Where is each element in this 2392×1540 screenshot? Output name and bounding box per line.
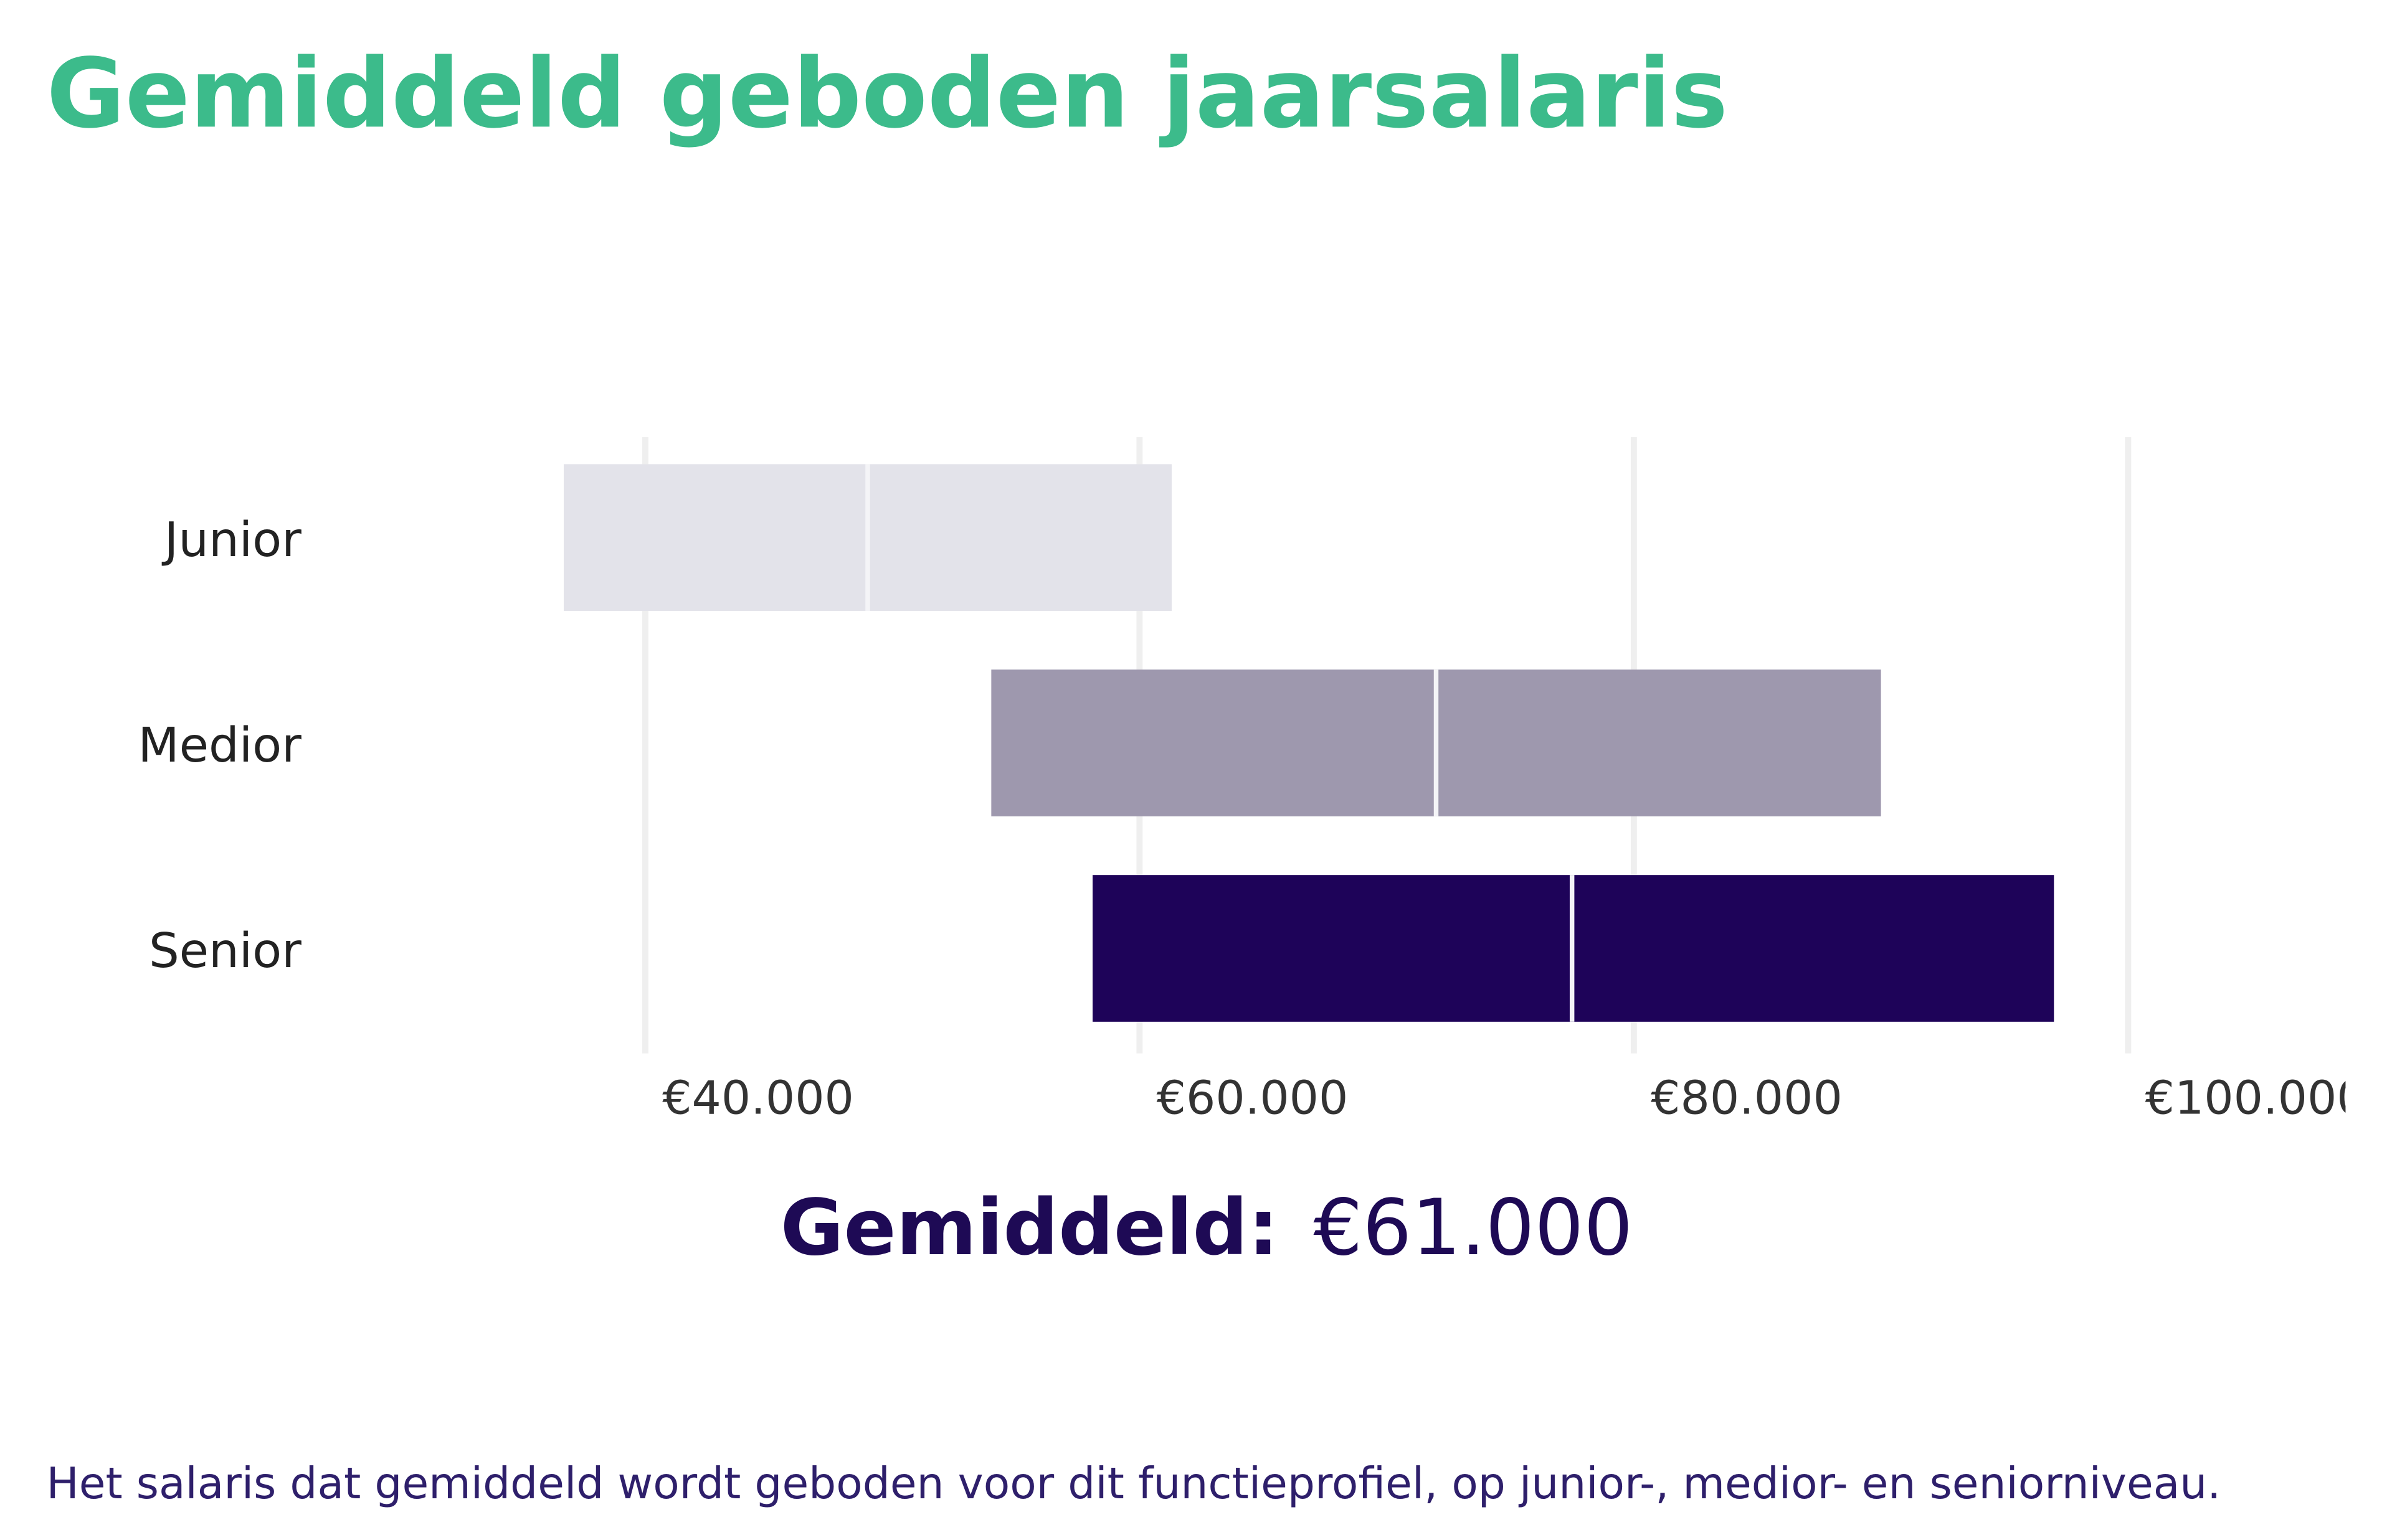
range-upper (867, 464, 1172, 612)
chart-title: Gemiddeld geboden jaarsalaris (47, 38, 1728, 149)
average-value: €61.000 (1314, 1183, 1633, 1273)
plot-area: €40.000 €60.000 €80.000 €100.000 (563, 437, 2366, 1125)
category-label: Junior (162, 513, 302, 568)
x-tick-label: €100.000 (2145, 1070, 2366, 1125)
x-tick-label: €80.000 (1651, 1070, 1843, 1125)
average-label: Gemiddeld: (781, 1183, 1279, 1273)
range-lower (991, 669, 1436, 816)
description: Het salaris dat gemiddeld wordt geboden … (47, 1459, 2221, 1509)
category-label: Medior (138, 718, 301, 773)
category-label: Senior (149, 924, 301, 979)
range-lower (1093, 875, 1572, 1022)
range-lower (563, 464, 868, 612)
x-tick-label: €60.000 (1157, 1070, 1349, 1125)
range-upper (1436, 669, 1881, 816)
range-upper (1572, 875, 2054, 1022)
x-tick-label: €40.000 (662, 1070, 854, 1125)
